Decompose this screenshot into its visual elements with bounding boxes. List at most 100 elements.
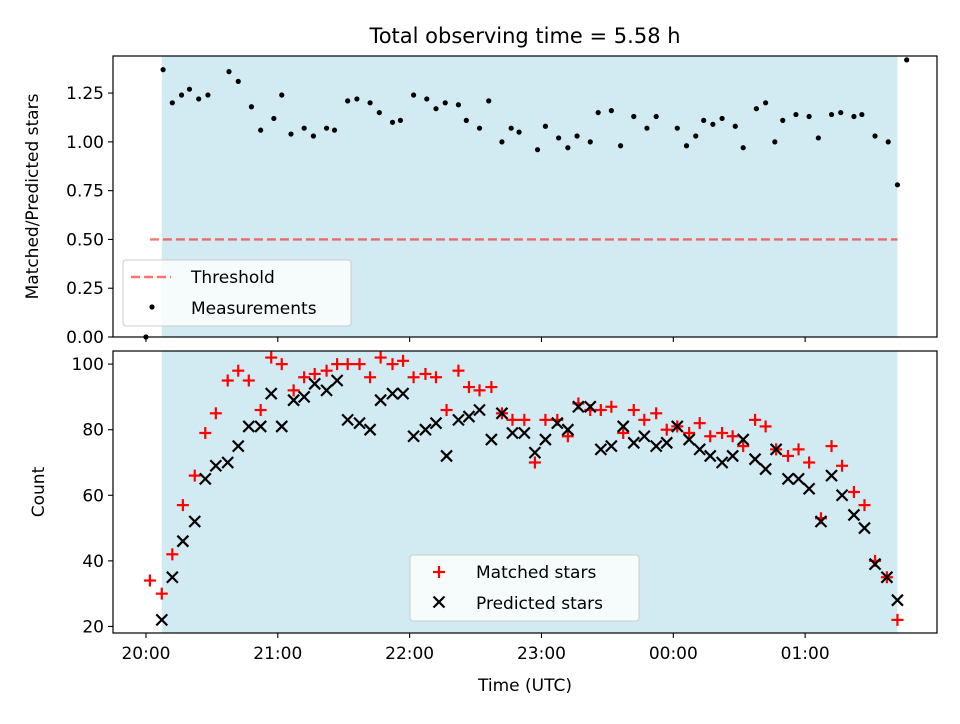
predicted-star-point [572, 400, 585, 414]
matched-star-point [254, 404, 267, 417]
matched-star-point [561, 430, 574, 443]
matched-star-point [650, 407, 663, 420]
bottom-x-tick-label: 20:00 [121, 644, 170, 664]
matched-star-point [166, 548, 179, 561]
predicted-star-point [703, 449, 717, 463]
bottom-y-tick-label: 60 [82, 486, 104, 506]
matched-star-point [485, 381, 498, 394]
predicted-star-point [726, 449, 739, 463]
matched-star-point [858, 499, 871, 512]
measurement-point [310, 133, 316, 139]
bottom-y-tick-label: 100 [72, 355, 104, 375]
matched-star-point [287, 384, 300, 397]
predicted-star-point [320, 384, 333, 397]
matched-star-point [176, 499, 189, 512]
matched-star-point [331, 358, 344, 371]
matched-star-point [242, 374, 255, 387]
bottom-x-tick-label: 22:00 [385, 644, 434, 664]
matched-star-point [693, 417, 706, 430]
predicted-star-point [518, 426, 531, 440]
measurement-point [859, 111, 865, 118]
measurement-point [904, 57, 910, 63]
matched-star-point [298, 371, 311, 384]
predicted-star-point [242, 420, 256, 433]
measurement-point [248, 104, 255, 110]
predicted-star-point [670, 420, 684, 433]
measurement-point [683, 143, 690, 149]
measurement-point [271, 115, 277, 122]
matched-legend-swatch [433, 566, 445, 578]
measurement-point [279, 92, 285, 98]
predicted-star-point [485, 433, 498, 446]
matched-star-point [341, 358, 354, 371]
predicted-star-point [792, 472, 805, 486]
measurement-point [772, 139, 778, 145]
bottom-x-ticks: 20:00 21:00 22:00 23:00 00:00 01:00 [121, 633, 830, 664]
measurement-point [376, 109, 382, 116]
measurements-series [143, 57, 910, 340]
matched-star-point [539, 413, 552, 426]
matched-legend-marker [433, 566, 445, 578]
bottom-legend: Matched stars Predicted stars [409, 554, 640, 622]
measurement-point [178, 92, 185, 98]
matched-star-point [638, 413, 651, 426]
matched-star-point [759, 420, 772, 433]
matched-star-point [353, 358, 366, 371]
measurement-point [763, 100, 769, 106]
measurement-point [631, 113, 637, 120]
matched-star-point [462, 381, 475, 394]
predicted-star-point [847, 508, 861, 522]
predicted-star-point [419, 423, 432, 436]
predicted-star-point [891, 593, 904, 607]
predicted-star-point [551, 416, 564, 430]
measurement-point [574, 133, 580, 139]
predicted-star-point [363, 423, 377, 436]
measurement-point [367, 100, 373, 106]
matched-star-point [374, 351, 387, 364]
measurements-legend-swatch [149, 304, 155, 310]
measurement-point [565, 145, 571, 151]
measurement-point [644, 125, 650, 131]
matched-star-point [803, 456, 816, 469]
predicted-stars-series [155, 374, 904, 627]
matched-star-point [320, 364, 333, 377]
measurement-point [226, 69, 232, 75]
measurement-point [499, 139, 505, 145]
bottom-y-ticks: 20 40 60 80 100 [72, 355, 113, 637]
measurement-point [442, 100, 448, 106]
predicted-star-point [802, 482, 816, 495]
matched-star-point [407, 371, 420, 384]
predicted-star-point [506, 426, 519, 440]
measurement-point [595, 109, 601, 116]
predicted-star-point [693, 443, 706, 456]
predicted-star-point [825, 469, 838, 482]
measurement-point [323, 125, 330, 131]
measurement-point [455, 102, 462, 108]
measurement-point [674, 125, 680, 131]
top-y-tick-label: 1.00 [66, 133, 104, 153]
top-x-ticks [145, 337, 806, 342]
top-legend: Threshold Measurements [122, 259, 352, 327]
matched-star-point [605, 400, 618, 413]
top-y-tick-label: 0.25 [66, 279, 104, 299]
measurement-point [534, 147, 541, 153]
predicted-star-point [627, 436, 641, 450]
measurement-point [186, 86, 193, 92]
predicted-star-point [308, 377, 321, 391]
predicted-star-point [386, 387, 399, 400]
measurement-point [740, 145, 746, 151]
matched-star-point [221, 374, 234, 387]
matched-star-point [716, 426, 729, 439]
predicted-star-point [561, 423, 575, 436]
matched-star-point [199, 426, 212, 439]
count-panel: 20 40 60 80 100 20:00 21:00 22:00 23:00 00:00 01:… [29, 350, 938, 696]
matched-star-point [155, 587, 168, 600]
predicted-star-point [407, 429, 420, 443]
predicted-star-point [605, 439, 618, 453]
matched-star-point [825, 440, 838, 453]
predicted-star-point [638, 429, 651, 443]
predicted-star-point [814, 515, 828, 528]
measurement-point [894, 182, 901, 188]
measurement-point [486, 98, 492, 104]
predicted-star-point [868, 557, 882, 571]
